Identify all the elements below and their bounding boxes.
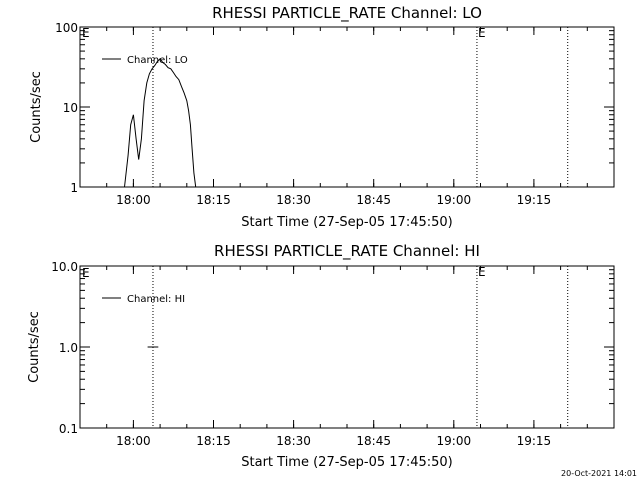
vertical-markers-hi: E [152,265,569,428]
y-axis-label-hi: Counts/sec [27,311,42,383]
legend-lo: Channel: LO [102,55,188,66]
vertical-markers-lo: E [152,26,569,187]
x-tick-label: 18:30 [276,193,311,207]
chart-title-hi: RHESSI PARTICLE_RATE Channel: HI [214,242,480,261]
x-tick-label: 19:00 [437,193,472,207]
x-tick-label: 18:15 [196,434,231,448]
chart-title-lo: RHESSI PARTICLE_RATE Channel: LO [212,4,482,23]
legend-hi: Channel: HI [102,294,185,305]
plot-frame-lo [79,26,615,188]
y-tick-label: 1 [70,181,78,195]
x-tick-label: 18:45 [356,434,391,448]
axis-ticks-lo: 18:00 18:15 18:30 18:45 19:00 19:15 1 10 100 [55,21,615,207]
plot-frame-hi [79,265,615,429]
vertical-marker-label: E [478,265,486,279]
axis-ticks-hi: 18:00 18:15 18:30 18:45 19:00 19:15 0.1 1.0 10.0 [51,260,615,448]
footer-timestamp: 20-Oct-2021 14:01 [561,469,637,478]
x-tick-label: 18:00 [116,434,151,448]
x-tick-label: 19:15 [517,434,552,448]
legend-label-lo: Channel: LO [127,55,188,66]
y-tick-label: 10 [63,101,78,115]
y-tick-label: 1.0 [59,341,78,355]
y-tick-label: 100 [55,21,78,35]
corner-label-lo: E [82,26,90,40]
vertical-marker-label: E [478,26,486,40]
y-axis-label-lo: Counts/sec [29,71,44,143]
x-tick-label: 19:00 [437,434,472,448]
x-tick-label: 18:15 [196,193,231,207]
x-axis-label-lo: Start Time (27-Sep-05 17:45:50) [241,215,452,230]
chart-panel-hi: RHESSI PARTICLE_RATE Channel: HI 18:00 18… [27,242,615,470]
x-tick-label: 18:00 [116,193,151,207]
legend-label-hi: Channel: HI [127,294,185,305]
corner-label-hi: E [82,266,90,280]
series-line-lo [124,58,197,188]
x-tick-label: 19:15 [517,193,552,207]
x-tick-label: 18:45 [356,193,391,207]
x-axis-label-hi: Start Time (27-Sep-05 17:45:50) [241,455,452,470]
y-tick-label: 10.0 [51,260,78,274]
y-tick-label: 0.1 [59,422,78,436]
x-tick-label: 18:30 [276,434,311,448]
chart-panel-lo: RHESSI PARTICLE_RATE Channel: LO 18:00 18… [29,4,615,230]
